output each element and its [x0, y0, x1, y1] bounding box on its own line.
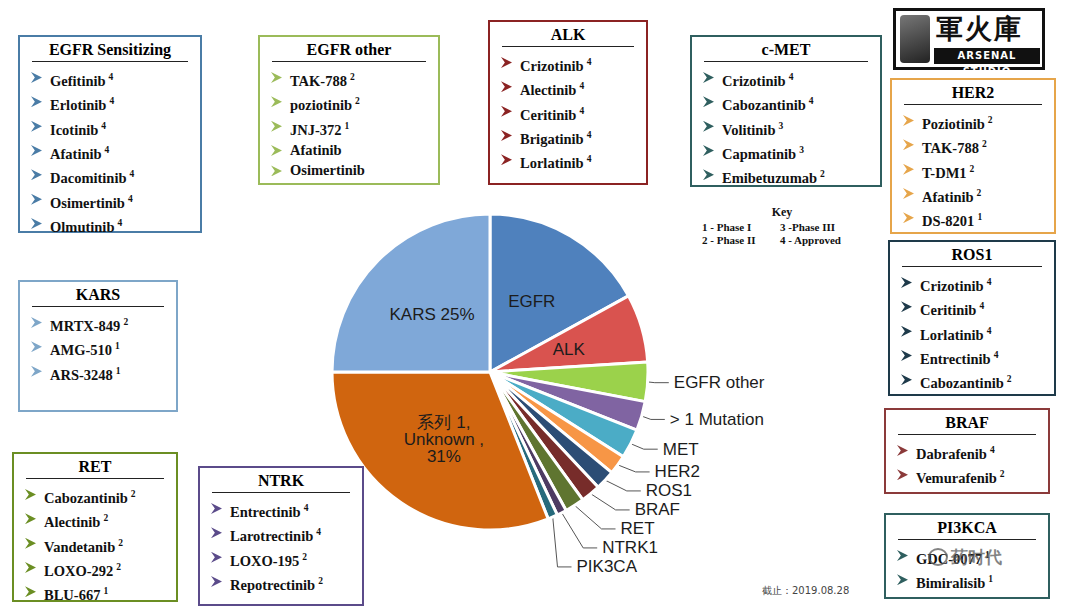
html-text:Vandetanib2: Vandetanib2 [44, 537, 123, 555]
html-text:Larotrectinib4: Larotrectinib4 [230, 527, 321, 545]
html-text:MRTX-849: MRTX-849 [50, 317, 121, 334]
html-text:Alectinib4: Alectinib4 [520, 81, 585, 99]
html-text:Cabozantinib2: Cabozantinib2 [920, 374, 1012, 392]
html-text:Erlotinib4: Erlotinib4 [50, 96, 115, 114]
html-text:Crizotinib4: Crizotinib4 [722, 72, 794, 89]
html-text:Entrectinib4: Entrectinib4 [920, 350, 999, 367]
html-text:GDC-0077: GDC-0077 [916, 550, 983, 567]
html-text:Entrectinib4: Entrectinib4 [230, 503, 309, 520]
html-text:4 - Approved: 4 - Approved [780, 234, 841, 246]
html-text:poziotinib 2: poziotinib 2 [290, 96, 360, 114]
html-text:HER2: HER2 [951, 84, 995, 101]
html-text:Vemurafenib2: Vemurafenib2 [916, 469, 1005, 487]
svg-text:EGFR other: EGFR other [674, 373, 765, 392]
html-text:LOXO-292: LOXO-292 [44, 562, 114, 579]
html-text:Key: Key [771, 205, 793, 219]
svg-text:HER2: HER2 [655, 462, 700, 481]
html-text:2: 2 [969, 163, 975, 174]
svg-text:ROS1: ROS1 [646, 481, 692, 500]
html-text:Cabozantinib2: Cabozantinib2 [44, 489, 136, 506]
html-text:1: 1 [115, 341, 120, 352]
html-text:KARS: KARS [75, 286, 121, 303]
svg-text:PIK3CA: PIK3CA [577, 557, 638, 576]
html-text:Lorlatinib4: Lorlatinib4 [520, 154, 592, 172]
html-text:Afatinib4: Afatinib4 [50, 145, 110, 162]
html-text:T-DM1: T-DM1 [922, 164, 967, 181]
html-text:Lorlatinib4: Lorlatinib4 [920, 325, 992, 343]
html-text:Repotrectinib2: Repotrectinib2 [230, 576, 323, 593]
html-text:Osimertinib4: Osimertinib4 [50, 193, 133, 211]
html-text:Ceritinib4: Ceritinib4 [920, 301, 985, 319]
svg-text:RET: RET [621, 519, 655, 538]
html-text:Dabrafenib4: Dabrafenib4 [916, 445, 995, 462]
html-text:EGFR other: EGFR other [306, 41, 392, 58]
svg-text:> 1 Mutation: > 1 Mutation [670, 410, 764, 429]
html-text:BLU-667: BLU-667 [44, 587, 101, 604]
html-text:BRAF: BRAF [945, 414, 989, 431]
html-text:2: 2 [302, 551, 307, 562]
html-text:Dacomitinib4: Dacomitinib4 [50, 169, 135, 187]
html-text:1: 1 [985, 550, 990, 560]
svg-text:ALK: ALK [553, 340, 586, 359]
html-text:Crizotinib4: Crizotinib4 [520, 57, 592, 74]
html-text:Olmutinib4: Olmutinib4 [50, 218, 123, 235]
html-text:Cabozantinib4: Cabozantinib4 [722, 96, 814, 114]
svg-text:KARS 25%: KARS 25% [389, 305, 474, 324]
svg-text:BRAF: BRAF [635, 500, 680, 519]
svg-text:NTRK1: NTRK1 [602, 538, 658, 557]
html-text:RET: RET [78, 458, 112, 475]
html-text:軍火庫: 軍火庫 [936, 13, 1023, 44]
html-text:Emibetuzumab2: Emibetuzumab2 [722, 169, 825, 187]
html-text:药时代: 药时代 [951, 547, 1002, 567]
svg-text:EGFR: EGFR [508, 292, 555, 311]
html-text:DS-8201: DS-8201 [922, 213, 975, 230]
html-text:2: 2 [981, 139, 987, 150]
html-text:TAK-788: TAK-788 [922, 140, 979, 157]
html-text:Gefitinib4: Gefitinib4 [50, 72, 114, 89]
html-text:Ceritinib4: Ceritinib4 [520, 105, 585, 123]
html-text:3 -Phase III: 3 -Phase III [780, 221, 835, 233]
html-text:ARSENAL STUDIO: ARSENAL STUDIO [957, 50, 1017, 77]
html-text:截止：2019.08.28: 截止：2019.08.28 [762, 585, 850, 596]
html-text:1: 1 [977, 212, 983, 223]
html-text:2: 2 [116, 562, 121, 572]
html-text:2: 2 [123, 317, 129, 327]
html-text:1: 1 [115, 365, 121, 376]
html-text:1: 1 [103, 586, 109, 597]
html-text:2 - Phase II: 2 - Phase II [702, 234, 756, 246]
html-text:2: 2 [349, 72, 355, 82]
html-text:JNJ-372: JNJ-372 [290, 121, 342, 138]
html-text:PI3KCA: PI3KCA [937, 519, 997, 536]
html-text:Afatinib2: Afatinib2 [922, 188, 982, 205]
html-text:Icotinib4: Icotinib4 [50, 120, 107, 138]
html-text:Volitinib3: Volitinib3 [722, 120, 784, 138]
html-text:LOXO-195: LOXO-195 [230, 552, 300, 569]
html-text:EGFR Sensitizing: EGFR Sensitizing [48, 41, 172, 58]
svg-text:系列 1,: 系列 1, [417, 413, 471, 433]
html-text:Bimiralisib1: Bimiralisib1 [916, 574, 993, 592]
html-text:Brigatinib4: Brigatinib4 [520, 130, 592, 147]
html-text:Crizotinib4: Crizotinib4 [920, 277, 992, 294]
html-text:1: 1 [344, 120, 350, 131]
html-text:Osimertinib: Osimertinib [290, 162, 365, 179]
svg-text:31%: 31% [427, 447, 461, 466]
html-text:NTRK: NTRK [257, 472, 305, 489]
svg-text:Unknown ,: Unknown , [403, 430, 485, 450]
html-text:ALK: ALK [550, 26, 586, 43]
html-text:ROS1: ROS1 [951, 246, 993, 263]
html-text:Afatinib: Afatinib [290, 142, 342, 158]
html-text:1 - Phase I: 1 - Phase I [702, 221, 752, 233]
html-text:TAK-788: TAK-788 [290, 72, 347, 89]
html-text:AMG-510: AMG-510 [50, 342, 112, 359]
html-text:c-MET: c-MET [761, 41, 811, 58]
html-text:Capmatinib3: Capmatinib3 [722, 145, 804, 162]
html-text:ARS-3248: ARS-3248 [50, 366, 113, 383]
svg-text:MET: MET [663, 440, 699, 459]
html-text:Poziotinib2: Poziotinib2 [922, 115, 993, 132]
html-text:Alectinib2: Alectinib2 [44, 513, 109, 531]
